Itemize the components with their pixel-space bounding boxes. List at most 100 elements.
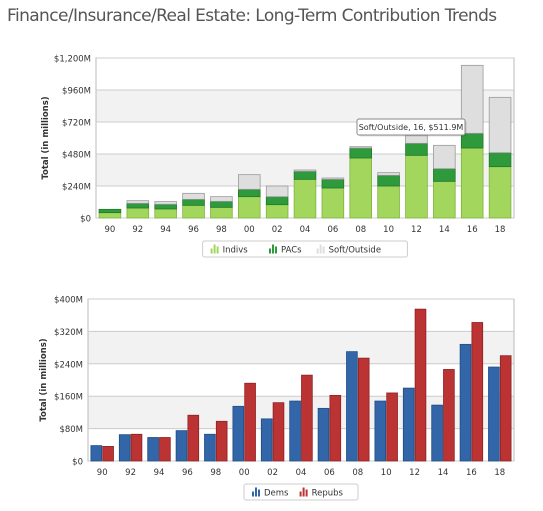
bar-dems-14[interactable] (431, 404, 443, 462)
x-tick-label-02: 02 (267, 468, 278, 478)
bar-repubs-02[interactable] (272, 402, 285, 462)
bar-repubs-12[interactable] (414, 308, 427, 462)
bar-soft-10[interactable] (377, 172, 400, 176)
y-tick-label: $1,200M (54, 55, 91, 65)
bar-repubs-92[interactable] (130, 433, 143, 462)
legend-item-pacs[interactable]: PACs (269, 244, 302, 256)
y-tick-label: $160M (54, 393, 83, 403)
legend-item-soft[interactable]: Soft/Outside (316, 244, 381, 256)
y-tick-label: $80M (59, 425, 83, 435)
bar-indivs-10[interactable] (377, 185, 400, 219)
x-tick-label-16: 16 (466, 468, 477, 478)
bar-indivs-14[interactable] (433, 180, 456, 219)
bar-pacs-14[interactable] (433, 168, 456, 182)
bar-indivs-90[interactable] (98, 212, 122, 219)
x-tick-label-96: 96 (188, 225, 199, 235)
bar-indivs-00[interactable] (237, 196, 261, 219)
bar-dems-06[interactable] (317, 407, 330, 462)
bar-pacs-10[interactable] (377, 174, 400, 187)
bar-dems-04[interactable] (289, 400, 301, 462)
x-tick-label-18: 18 (495, 225, 506, 235)
bar-repubs-14[interactable] (443, 369, 455, 462)
bar-soft-08[interactable] (349, 146, 373, 149)
x-tick-label-14: 14 (438, 468, 449, 478)
bar-soft-14[interactable] (433, 144, 456, 170)
bar-indivs-98[interactable] (210, 206, 233, 219)
bar-pacs-04[interactable] (293, 170, 317, 180)
bar-indivs-94[interactable] (154, 208, 177, 219)
x-tick-label-96: 96 (182, 468, 193, 478)
bar-dems-10[interactable] (374, 400, 387, 462)
bar-pacs-18[interactable] (488, 152, 512, 168)
bar-indivs-92[interactable] (126, 207, 150, 219)
bar-repubs-18[interactable] (499, 355, 512, 462)
legend: Dems Repubs (243, 483, 359, 501)
x-tick-label-16: 16 (467, 225, 478, 235)
bar-indivs-16[interactable] (460, 147, 484, 219)
bar-dems-92[interactable] (118, 434, 131, 462)
bar-pacs-98[interactable] (210, 200, 233, 208)
legend-item-repubs[interactable]: Repubs (299, 487, 344, 499)
bar-dems-08[interactable] (346, 351, 358, 462)
legend-item-indivs[interactable]: Indivs (210, 244, 249, 256)
x-tick-label-12: 12 (411, 225, 422, 235)
bar-dems-12[interactable] (402, 387, 415, 462)
bar-soft-06[interactable] (321, 177, 345, 180)
bar-dems-98[interactable] (204, 433, 216, 462)
bar-indivs-18[interactable] (488, 166, 512, 219)
bar-pacs-94[interactable] (154, 203, 177, 210)
bar-pacs-02[interactable] (265, 196, 289, 206)
y-tick-label: $720M (62, 119, 91, 129)
bar-repubs-04[interactable] (301, 374, 313, 462)
bar-dems-90[interactable] (90, 445, 103, 462)
bar-indivs-04[interactable] (293, 178, 317, 219)
bar-dems-18[interactable] (488, 366, 500, 462)
bar-pacs-06[interactable] (321, 178, 345, 189)
bar-indivs-06[interactable] (321, 187, 345, 219)
bar-dems-00[interactable] (232, 405, 245, 462)
bar-dems-94[interactable] (147, 437, 159, 462)
bar-repubs-98[interactable] (215, 420, 228, 462)
bar-indivs-96[interactable] (182, 204, 205, 219)
legend-item-dems[interactable]: Dems (252, 487, 289, 499)
bar-indivs-12[interactable] (405, 154, 428, 219)
x-tick-label-90: 90 (97, 468, 108, 478)
bar-soft-94[interactable] (154, 201, 177, 205)
bar-soft-02[interactable] (265, 185, 289, 198)
x-tick-label-90: 90 (105, 225, 116, 235)
y-tick-label: $320M (54, 328, 83, 338)
bar-repubs-10[interactable] (386, 392, 398, 462)
y-tick-label: $0 (72, 458, 83, 468)
bar-soft-00[interactable] (237, 174, 261, 190)
bar-pacs-12[interactable] (405, 142, 428, 156)
bar-repubs-90[interactable] (102, 446, 114, 462)
bar-repubs-96[interactable] (187, 414, 200, 462)
bar-dems-96[interactable] (175, 430, 188, 462)
legend: Indivs PACs Soft/Outside (202, 240, 408, 258)
bar-repubs-06[interactable] (329, 394, 342, 462)
x-tick-label-14: 14 (439, 225, 450, 235)
bar-pacs-00[interactable] (237, 188, 261, 198)
bar-repubs-94[interactable] (159, 437, 171, 462)
bar-repubs-00[interactable] (244, 382, 256, 462)
bar-pacs-96[interactable] (182, 198, 205, 206)
bar-soft-18[interactable] (488, 96, 512, 154)
bar-soft-16[interactable] (460, 64, 484, 134)
bar-dems-02[interactable] (260, 418, 273, 462)
bar-repubs-08[interactable] (357, 357, 370, 462)
bar-soft-98[interactable] (210, 196, 233, 202)
bar-indivs-08[interactable] (349, 157, 373, 219)
bar-dems-16[interactable] (459, 343, 472, 462)
bar-pacs-08[interactable] (349, 147, 373, 159)
bar-pacs-90[interactable] (98, 208, 122, 214)
legend-label-dems: Dems (264, 489, 289, 499)
bar-soft-04[interactable] (293, 169, 317, 172)
legend-box (202, 240, 408, 258)
bar-soft-92[interactable] (126, 200, 150, 204)
bar-soft-96[interactable] (182, 192, 205, 200)
bar-repubs-16[interactable] (471, 322, 484, 462)
bar-pacs-92[interactable] (126, 202, 150, 209)
bar-indivs-02[interactable] (265, 204, 289, 219)
y-tick-label: $240M (54, 360, 83, 370)
bar-soft-12[interactable] (405, 134, 428, 144)
